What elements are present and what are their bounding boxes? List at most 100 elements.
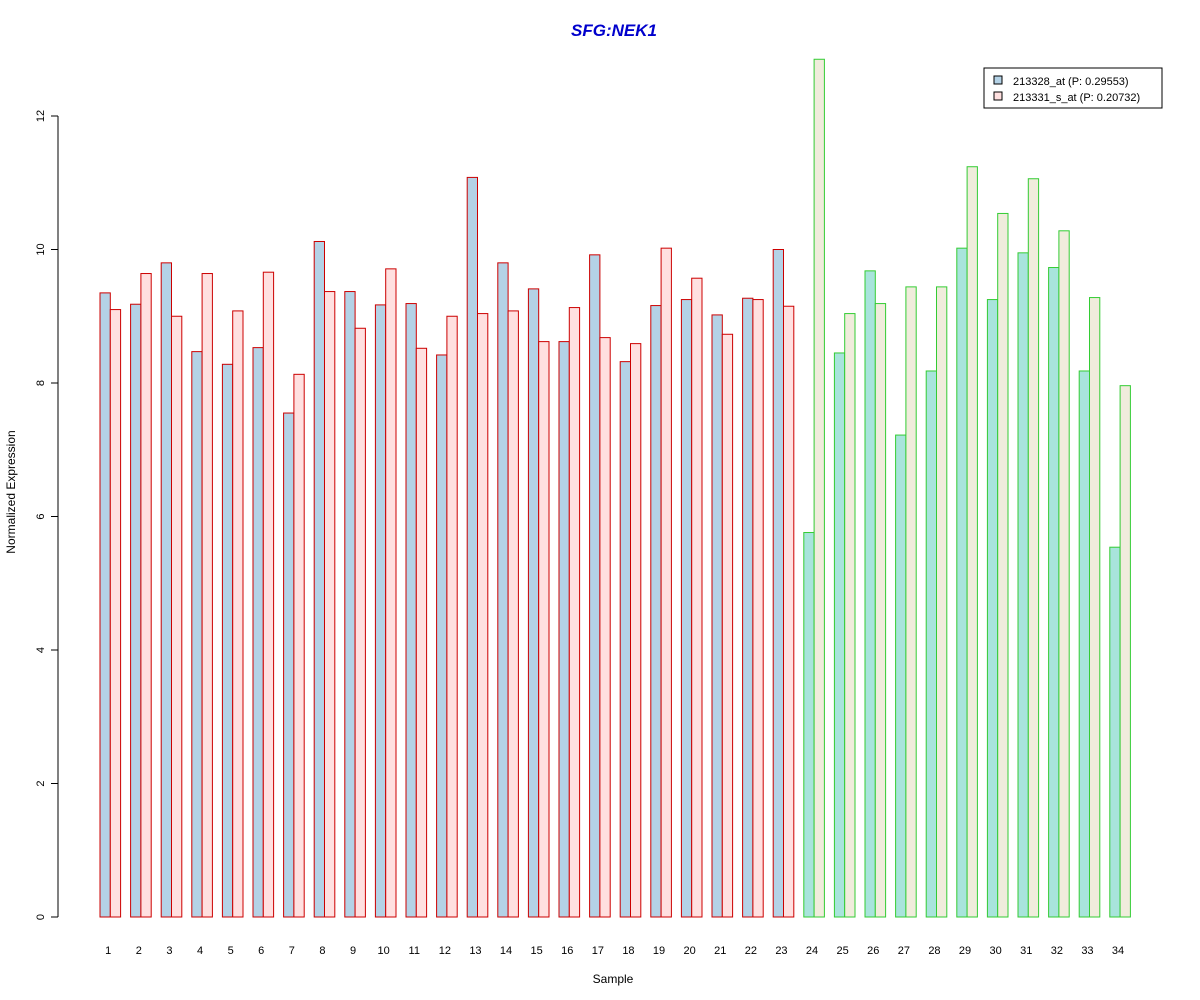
bar-series-2 <box>630 343 642 918</box>
x-tick-label: 25 <box>837 945 849 957</box>
bar-series-1 <box>772 249 785 918</box>
y-tick-label: 0 <box>35 914 47 920</box>
bar-series-1 <box>1017 252 1029 918</box>
bar-series-1 <box>864 270 876 918</box>
bar-series-1 <box>833 352 846 918</box>
bar-series-2 <box>262 271 275 918</box>
bar-series-2 <box>1119 385 1131 918</box>
y-tick-label: 10 <box>35 243 47 255</box>
x-tick-label: 33 <box>1081 945 1093 957</box>
bar-series-2 <box>966 166 978 918</box>
x-tick-label: 21 <box>714 945 726 957</box>
x-axis-label: Sample <box>593 972 634 986</box>
x-tick-label: 9 <box>350 945 356 957</box>
y-tick-label: 12 <box>35 110 47 122</box>
bar-series-1 <box>374 304 387 918</box>
bars <box>99 58 1131 918</box>
legend-label-series-2: 213331_s_at (P: 0.20732) <box>1013 92 1140 104</box>
x-tick-label: 16 <box>561 945 573 957</box>
bar-series-2 <box>324 291 336 918</box>
x-tick-label: 6 <box>258 945 264 957</box>
bar-series-2 <box>997 212 1009 918</box>
x-tick-label: 1 <box>105 945 111 957</box>
x-tick-label: 23 <box>775 945 787 957</box>
bar-series-1 <box>1048 267 1060 918</box>
bar-series-2 <box>109 309 122 918</box>
bar-series-2 <box>201 273 213 918</box>
bar-series-1 <box>711 314 723 918</box>
bar-series-2 <box>599 337 611 918</box>
bar-series-2 <box>477 313 489 918</box>
bar-series-2 <box>568 307 581 918</box>
bar-series-1 <box>925 370 938 918</box>
bar-series-1 <box>405 303 417 918</box>
bar-series-1 <box>252 347 264 918</box>
bar-series-2 <box>171 315 183 918</box>
legend-box <box>983 67 1163 109</box>
x-tick-label: 30 <box>990 945 1002 957</box>
bar-series-1 <box>589 254 601 918</box>
legend-swatch-series-2 <box>993 91 1003 101</box>
x-tick-label: 11 <box>409 945 420 957</box>
chart-title: SFG:NEK1 <box>571 21 657 40</box>
bar-series-2 <box>446 315 458 918</box>
x-tick-label: 19 <box>653 945 665 957</box>
bar-series-2 <box>1089 297 1101 918</box>
bar-series-1 <box>436 354 448 918</box>
x-tick-label: 32 <box>1051 945 1063 957</box>
x-tick-label: 2 <box>136 945 142 957</box>
bar-series-1 <box>956 247 968 918</box>
bar-series-2 <box>507 310 519 918</box>
legend-swatch-series-1 <box>993 75 1003 85</box>
bar-series-1 <box>283 412 295 918</box>
bar-series-2 <box>874 303 887 918</box>
bar-series-1 <box>650 305 662 918</box>
x-tick-label: 18 <box>622 945 634 957</box>
x-tick-label: 29 <box>959 945 971 957</box>
x-tick-label: 28 <box>928 945 940 957</box>
y-tick-label: 2 <box>35 780 47 786</box>
bar-series-1 <box>803 532 815 918</box>
bar-series-1 <box>344 291 356 918</box>
y-tick-label: 6 <box>35 513 47 519</box>
bar-series-1 <box>1078 370 1090 918</box>
bar-series-1 <box>1109 546 1121 918</box>
bar-series-1 <box>619 361 632 918</box>
x-tick-label: 4 <box>197 945 203 957</box>
bar-series-2 <box>721 333 734 918</box>
bar-series-1 <box>466 176 479 918</box>
bar-series-2 <box>905 286 917 918</box>
bar-series-2 <box>140 273 152 918</box>
y-tick-label: 4 <box>35 647 47 653</box>
x-tick-label: 20 <box>684 945 696 957</box>
bar-series-2 <box>844 313 856 918</box>
y-axis-label: Normalized Expression <box>4 430 18 553</box>
bar-series-2 <box>752 299 764 918</box>
x-tick-label: 26 <box>867 945 879 957</box>
bar-series-2 <box>1058 230 1070 918</box>
bar-series-2 <box>783 305 795 918</box>
bar-series-2 <box>660 247 672 918</box>
bar-series-2 <box>415 347 428 918</box>
bar-series-2 <box>232 310 244 918</box>
legend: 213328_at (P: 0.29553) 213331_s_at (P: 0… <box>983 67 1163 109</box>
x-tick-label: 10 <box>378 945 390 957</box>
x-tick-label: 8 <box>319 945 325 957</box>
bar-series-1 <box>191 351 203 918</box>
bar-series-2 <box>538 341 550 918</box>
y-axis: 0 2 4 6 8 10 12 <box>35 110 59 920</box>
x-tick-label: 22 <box>745 945 757 957</box>
bar-series-2 <box>293 373 305 918</box>
bar-series-1 <box>742 297 754 918</box>
x-tick-label: 12 <box>439 945 451 957</box>
x-tick-label: 5 <box>228 945 234 957</box>
x-tick-label: 27 <box>898 945 910 957</box>
bar-series-1 <box>221 363 234 918</box>
x-tick-label: 17 <box>592 945 604 957</box>
x-tick-labels: 1 2 3 4 5 6 7 8 9 10 11 12 13 14 15 16 17 18 19 20 21 22 23 24 2… <box>105 945 1124 957</box>
bar-series-1 <box>313 240 326 918</box>
x-tick-label: 3 <box>166 945 172 957</box>
x-tick-label: 7 <box>289 945 295 957</box>
x-tick-label: 34 <box>1112 945 1124 957</box>
